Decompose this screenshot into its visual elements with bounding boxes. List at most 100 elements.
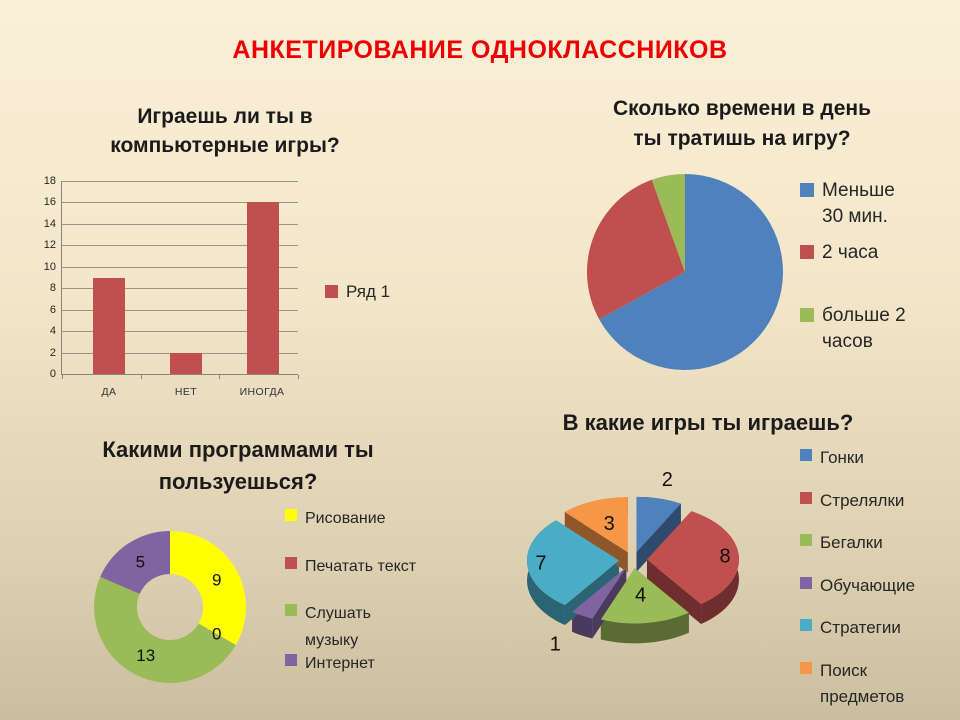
donut-legend-label-line: Интернет — [305, 655, 375, 672]
pie3d-legend-item-0: Гонки — [800, 445, 864, 471]
donut-legend-item-0: Рисование — [285, 505, 386, 532]
pie3d-legend-chip-5 — [800, 662, 812, 674]
donut-legend-label-line: Печатать текст — [305, 558, 417, 575]
pie3d-legend-chip-2 — [800, 534, 812, 546]
bar-chart-ytick-label: 18 — [43, 175, 56, 187]
pie3d-slice-2-top — [600, 568, 689, 624]
pie-legend-label-line: 2 часа — [822, 242, 879, 263]
pie3d-legend-label-3: Обучающие — [820, 573, 915, 599]
slide-title: АНКЕТИРОВАНИЕ ОДНОКЛАССНИКОВ — [232, 36, 728, 64]
pie3d-slice-3-top — [572, 567, 627, 619]
bar-нет — [170, 352, 202, 374]
bar-chart-gridline — [62, 374, 298, 375]
donut-data-label-2: 13 — [136, 646, 155, 665]
pie-legend-chip-0 — [800, 183, 814, 197]
pie3d-tops — [527, 496, 739, 624]
bar-series-legend-chip-0 — [325, 285, 338, 298]
donut-data-label-1: 0 — [212, 625, 221, 644]
pie3d-legend-label-line: Гонки — [820, 448, 864, 467]
pie3d-legend-item-1: Стрелялки — [800, 488, 904, 514]
bar-series-legend-label-line: Ряд 1 — [346, 282, 391, 301]
donut-legend-label-3: Интернет — [305, 650, 375, 677]
bar-series-legend-item-0: Ряд 1 — [325, 281, 390, 303]
pie3d-slice-4-top — [527, 520, 620, 606]
pie3d-legend-label-line: Стрелялки — [820, 491, 905, 510]
bar-chart-ytick-label: 2 — [49, 346, 56, 359]
donut-legend-chip-0 — [285, 509, 297, 521]
donut-legend-chip-1 — [285, 557, 297, 569]
donut-chart-title-line2: пользуешься? — [158, 469, 318, 494]
bar-chart-legend: Ряд 1 — [325, 281, 415, 301]
donut-slice-3 — [100, 531, 170, 594]
pie3d-legend-label-0: Гонки — [820, 445, 864, 471]
pie3d-slice-0-top — [636, 496, 681, 552]
pie-slice-1 — [587, 179, 685, 320]
bar-chart-ytick-label: 10 — [43, 260, 56, 273]
pie3d-chart-title-line1: В какие игры ты играешь? — [562, 410, 854, 435]
bar-chart-gridline — [62, 266, 298, 268]
bar-chart-gridline — [62, 202, 298, 204]
pie-legend-label-2: больше 2 часов — [822, 303, 906, 355]
donut-chart-legend: Рисование Печатать текст Слушать музыку Инте… — [285, 505, 435, 672]
bar-chart-gridline — [62, 181, 298, 182]
pie3d-data-label-5: 3 — [604, 513, 615, 535]
pie3d-legend-label-line: Обучающие — [820, 576, 916, 595]
bar-chart-category-label: ДА — [101, 386, 117, 398]
pie3d-data-label-4: 7 — [535, 552, 546, 574]
donut-legend-item-3: Интернет — [285, 650, 375, 677]
donut-legend-chip-3 — [285, 654, 297, 666]
pie-legend-item-2: больше 2 часов — [800, 303, 906, 355]
donut-legend-item-2: Слушать музыку — [285, 600, 371, 654]
bar-chart-gridline — [62, 223, 298, 225]
pie3d-legend-item-4: Стратегии — [800, 615, 901, 641]
pie3d-legend-label-line: предметов — [820, 687, 905, 706]
donut-data-label-0: 9 — [212, 571, 221, 590]
pie-legend-label-line: часов — [822, 331, 873, 352]
pie3d-legend-chip-4 — [800, 619, 812, 631]
pie-legend-label-line: 30 мин. — [822, 206, 888, 227]
donut-legend-label-1: Печатать текст — [305, 553, 416, 580]
bar-chart-ytick-label: 12 — [43, 239, 56, 252]
pie3d-chart-title: В какие игры ты играешь? — [528, 408, 888, 438]
pie-chart — [587, 174, 783, 370]
pie3d-slice-0-side — [636, 503, 681, 572]
pie3d-data-label-0: 2 — [662, 469, 673, 491]
bar-chart-category-label: ИНОГДА — [239, 386, 285, 398]
pie3d-legend-label-5: Поиск предметов — [820, 658, 904, 710]
pie3d-slice-2-rim — [600, 612, 689, 644]
pie-chart-legend: Меньше 30 мин. 2 часа больше 2 часов — [800, 170, 960, 352]
pie-legend-chip-1 — [800, 245, 814, 259]
donut-legend-label-2: Слушать музыку — [305, 600, 371, 654]
pie3d-slice-5-top — [564, 497, 628, 553]
bar-chart-ytick-label: 0 — [49, 368, 56, 380]
bar-chart-gridline — [62, 309, 298, 311]
pie3d-legend-label-1: Стрелялки — [820, 488, 904, 514]
pie3d-legend-label-4: Стратегии — [820, 615, 901, 641]
donut-slice-0 — [170, 531, 246, 645]
pie3d-chart: 2 8 4 1 7 3 — [527, 469, 739, 655]
pie3d-legend-label-2: Бегалки — [820, 530, 883, 556]
bar-chart-ytick-label: 16 — [43, 196, 56, 209]
pie3d-legend-label-line: Стратегии — [820, 618, 901, 637]
pie-legend-item-1: 2 часа — [800, 240, 878, 266]
bar-chart-gridline — [62, 245, 298, 247]
bar-chart-category-label: НЕТ — [174, 386, 198, 398]
donut-chart: 9 0 13 5 — [93, 531, 246, 684]
pie3d-slice-1-side — [646, 559, 702, 624]
bar-chart-x-tick — [140, 375, 142, 379]
donut-legend-label-0: Рисование — [305, 505, 386, 532]
pie3d-data-label-3: 1 — [550, 633, 561, 655]
pie3d-chart-legend: Гонки Стрелялки Бегалки Обучающие Стратегии П… — [800, 445, 960, 706]
pie3d-data-label-2: 4 — [635, 585, 646, 607]
bar-chart-gridline — [62, 288, 298, 290]
pie3d-legend-chip-3 — [800, 577, 812, 589]
bar-chart-gridline — [62, 331, 298, 333]
donut-slice-2 — [93, 576, 236, 684]
donut-data-label-3: 5 — [136, 552, 145, 571]
pie3d-slice-3-rim — [572, 611, 593, 639]
pie-legend-label-line: больше 2 — [822, 305, 906, 326]
bar-иногда — [247, 202, 279, 374]
pie-chart-title-line1: Сколько времени в день — [613, 97, 871, 120]
pie3d-legend-chip-1 — [800, 492, 812, 504]
